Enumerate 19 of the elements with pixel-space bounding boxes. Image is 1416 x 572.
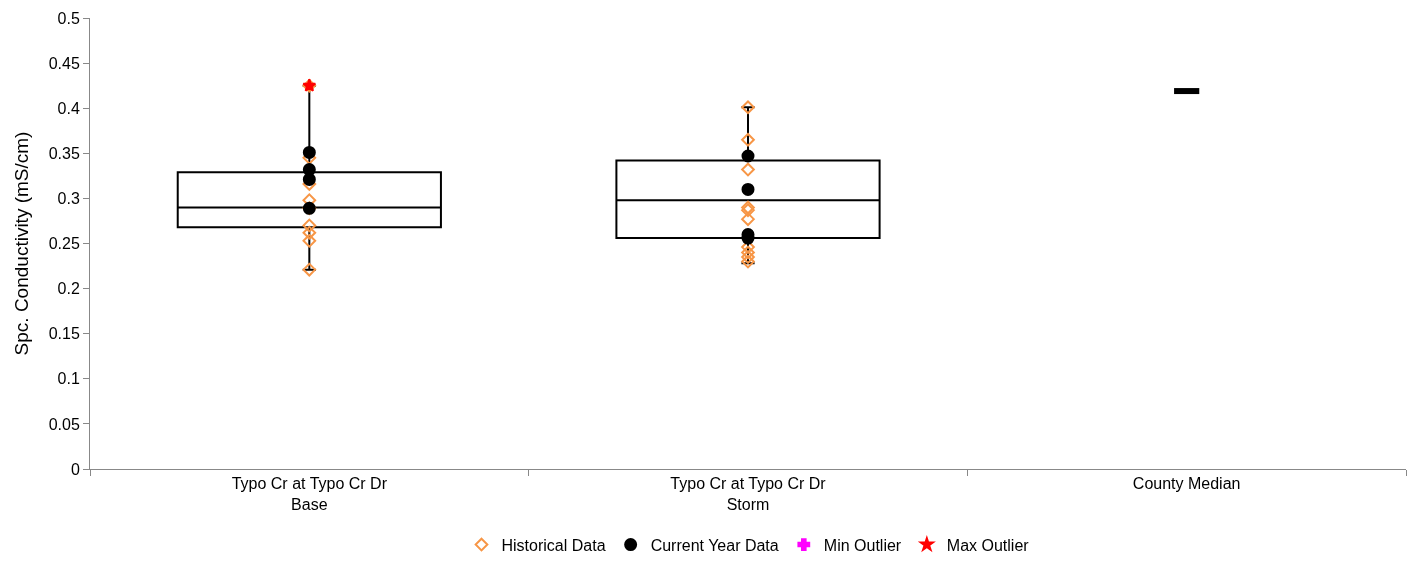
y-tick-label: 0.2 xyxy=(57,280,80,298)
legend-label: Current Year Data xyxy=(650,536,779,554)
legend-label: Min Outlier xyxy=(823,536,902,554)
x-tick-label: Typo Cr at Typo Cr Dr Base xyxy=(231,475,388,513)
y-tick-label: 0.3 xyxy=(57,190,80,207)
y-tick-label: 0.15 xyxy=(48,325,80,343)
y-tick-label: 0.25 xyxy=(48,235,80,253)
legend-label: Historical Data xyxy=(501,536,606,554)
y-tick-label: 0.05 xyxy=(48,415,80,433)
x-tick-label: Typo Cr at Typo Cr Dr Storm xyxy=(670,475,827,513)
y-tick-label: 0.45 xyxy=(48,54,80,72)
legend-label: Max Outlier xyxy=(946,536,1030,554)
y-tick-label: 0 xyxy=(70,460,80,478)
y-tick-label: 0.35 xyxy=(48,144,80,162)
y-tick-label: 0.5 xyxy=(57,9,80,27)
y-axis-title: Spc. Conductivity (mS/cm) xyxy=(10,131,32,356)
x-tick-label: County Median xyxy=(1132,475,1241,493)
y-tick-label: 0.1 xyxy=(57,370,80,388)
y-tick-label: 0.4 xyxy=(57,99,80,117)
